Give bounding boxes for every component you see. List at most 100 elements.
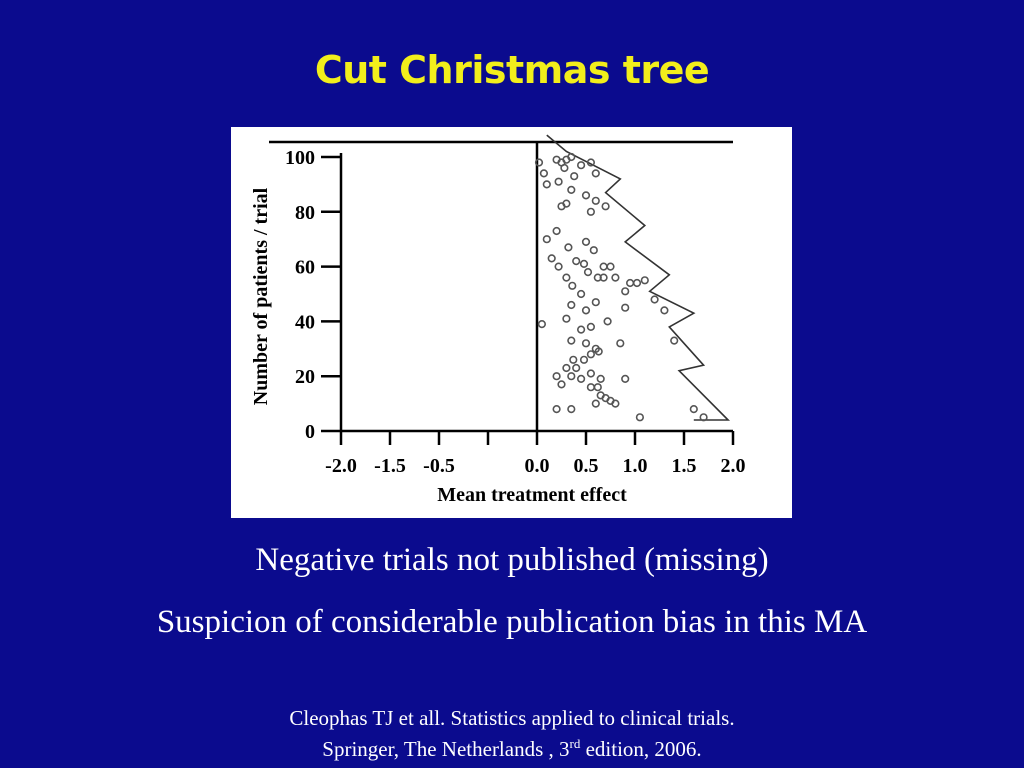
data-point — [567, 405, 576, 414]
data-point — [599, 262, 608, 271]
data-point — [569, 355, 578, 364]
data-point — [581, 191, 591, 200]
data-point — [552, 405, 561, 414]
data-point — [567, 300, 576, 310]
y-tick-label: 20 — [295, 366, 315, 388]
data-point — [699, 413, 708, 422]
data-point — [547, 254, 556, 263]
data-point — [616, 339, 625, 348]
data-point — [591, 298, 600, 307]
data-point — [596, 374, 605, 383]
data-point — [577, 289, 586, 299]
data-point — [557, 380, 566, 389]
data-point — [586, 207, 596, 216]
data-point — [632, 278, 642, 288]
data-point — [567, 152, 576, 162]
data-point — [577, 161, 586, 170]
data-point — [562, 199, 571, 208]
data-point — [635, 413, 645, 422]
y-axis-label: Number of patients / trial — [250, 187, 272, 405]
data-point — [562, 363, 571, 373]
data-point — [581, 237, 591, 246]
citation-line-2-prefix: Springer, The Netherlands , 3 — [322, 737, 570, 761]
data-point — [572, 257, 581, 266]
x-tick-label: 0.5 — [574, 455, 599, 477]
data-point — [537, 320, 547, 329]
funnel-plot: 100 80 60 40 20 0 -2.0 -1.5 -0.5 0.0 0.5 1.0 1.5 2.0 M… — [250, 134, 746, 506]
data-point — [542, 180, 551, 189]
citation-line-2-superscript: rd — [569, 736, 581, 751]
data-point — [554, 177, 563, 186]
data-point — [611, 273, 620, 282]
data-point — [552, 226, 561, 236]
data-point — [621, 374, 630, 383]
data-point — [611, 399, 620, 408]
data-point — [591, 169, 600, 178]
citation-line-2-suffix: edition, 2006. — [580, 737, 702, 761]
data-point — [601, 202, 610, 211]
data-point — [581, 339, 591, 348]
x-tick-label: 1.0 — [623, 455, 648, 477]
data-point — [603, 317, 612, 326]
data-point — [568, 281, 577, 290]
data-point — [564, 243, 573, 252]
data-point — [562, 273, 571, 282]
citation-line-1: Cleophas TJ et all. Statistics applied t… — [289, 706, 735, 730]
citation-line-2: Springer, The Netherlands , 3rd edition,… — [0, 736, 1024, 762]
data-point — [579, 259, 589, 268]
data-point — [621, 287, 630, 296]
funnel-outline — [546, 134, 731, 421]
data-point — [542, 235, 551, 244]
data-point — [586, 158, 596, 167]
data-point — [591, 196, 600, 205]
data-point — [650, 295, 659, 304]
data-point — [567, 185, 576, 195]
data-point — [572, 363, 581, 373]
caption-publication-bias: Suspicion of considerable publication bi… — [156, 604, 868, 640]
x-axis-label: Mean treatment effect — [437, 484, 627, 506]
data-point — [539, 169, 549, 178]
x-tick-label: 2.0 — [721, 455, 746, 477]
data-point — [589, 246, 598, 255]
data-point — [554, 262, 563, 271]
data-point — [579, 355, 589, 364]
x-tick-label: -2.0 — [325, 455, 357, 477]
x-tick-label: 1.5 — [672, 455, 697, 477]
data-point — [626, 278, 635, 288]
data-point — [583, 268, 593, 277]
slide-title: Cut Christmas tree — [314, 48, 710, 92]
data-point — [570, 172, 579, 181]
data-point — [567, 336, 576, 345]
data-point — [581, 306, 591, 315]
data-point — [534, 158, 544, 167]
data-point — [606, 262, 615, 271]
data-point — [621, 303, 630, 312]
data-point — [577, 374, 586, 383]
data-point — [594, 347, 603, 356]
data-point — [689, 405, 698, 414]
data-point — [670, 336, 679, 345]
data-point — [577, 325, 586, 334]
data-point — [567, 372, 576, 381]
data-point — [586, 322, 596, 331]
data-point — [660, 306, 669, 315]
data-point — [552, 372, 561, 381]
data-point — [560, 163, 569, 173]
y-tick-label: 0 — [305, 421, 315, 443]
x-tick-label: -0.5 — [423, 455, 455, 477]
funnel-plot-figure: 100 80 60 40 20 0 -2.0 -1.5 -0.5 0.0 0.5 1.0 1.5 2.0 M… — [231, 127, 792, 518]
y-tick-label: 100 — [285, 147, 315, 169]
y-tick-label: 40 — [295, 311, 315, 333]
data-point — [562, 314, 571, 323]
data-point — [586, 350, 596, 359]
data-point — [586, 369, 596, 378]
data-point — [593, 383, 602, 392]
y-tick-label: 60 — [295, 257, 315, 279]
data-point — [640, 276, 649, 285]
caption-negative-trials: Negative trials not published (missing) — [255, 542, 769, 578]
data-point — [586, 383, 596, 392]
data-point — [591, 399, 600, 408]
x-tick-label: 0.0 — [525, 455, 550, 477]
y-tick-label: 80 — [295, 202, 315, 224]
